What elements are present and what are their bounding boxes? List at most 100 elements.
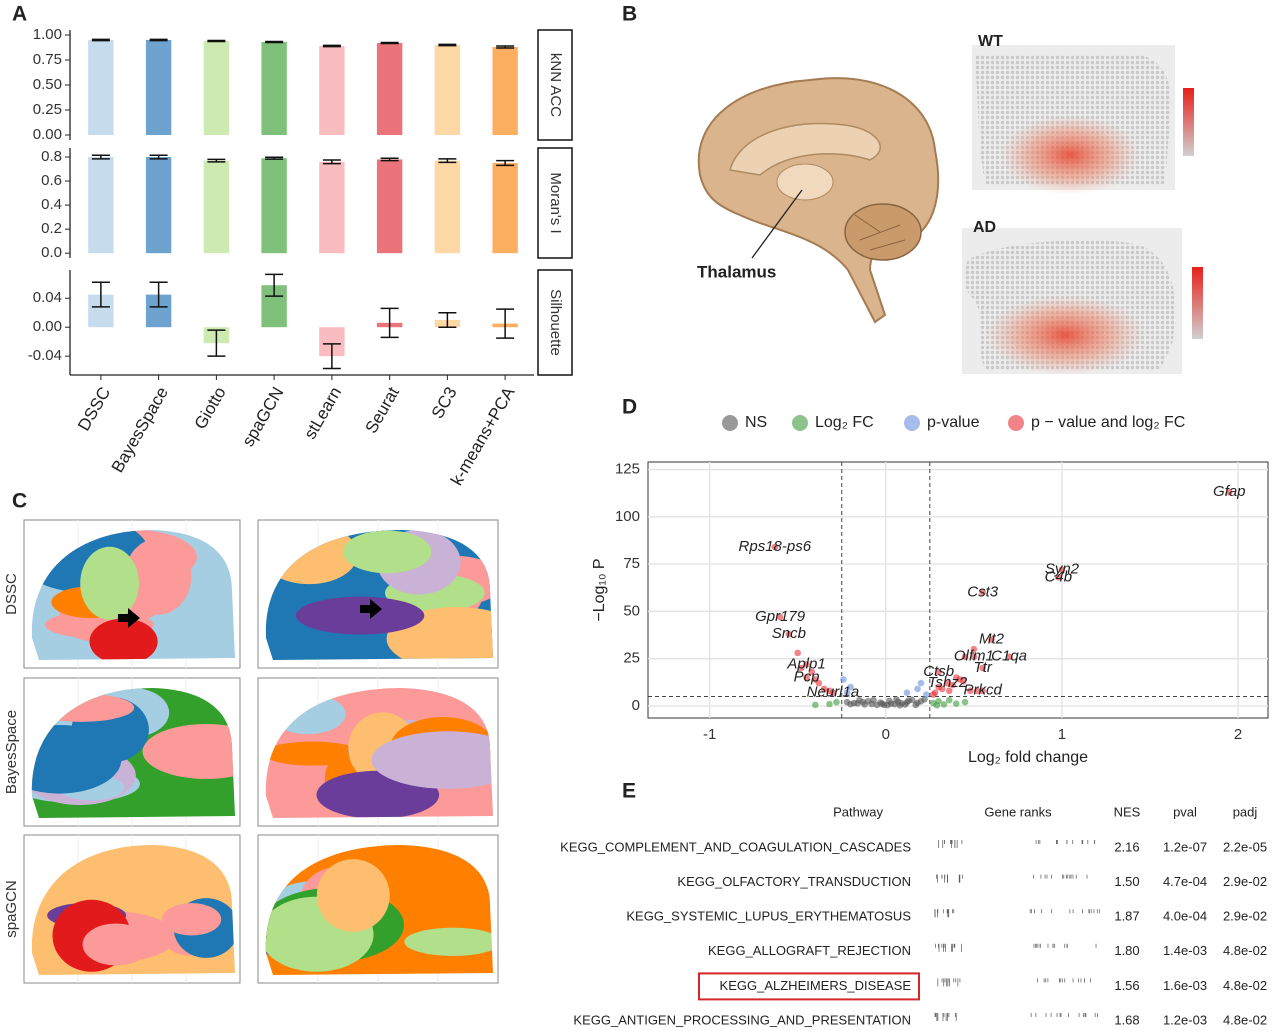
- y-axis-label: −Log₁₀ P: [591, 558, 608, 621]
- bar: [145, 40, 172, 135]
- legend-label: p − value and log₂ FC: [1031, 414, 1185, 431]
- point: [829, 689, 837, 696]
- brain-illustration: [697, 77, 940, 324]
- point: [912, 701, 920, 709]
- point: [970, 645, 978, 653]
- point: [785, 630, 793, 638]
- y-tick-label: 1.00: [33, 26, 62, 43]
- error-bar: [207, 39, 226, 43]
- table-cell: 4.8e-02: [1223, 978, 1267, 993]
- legend-label: Log₂ FC: [815, 414, 874, 431]
- map: [31, 688, 235, 818]
- y-tick-label: 25: [623, 650, 640, 667]
- gene-label: Neurl1a: [807, 684, 860, 701]
- gene-label: Gpr179: [755, 608, 806, 625]
- table-cell: 4.0e-04: [1163, 909, 1207, 924]
- y-tick-label: 0.8: [41, 148, 62, 165]
- point: [903, 699, 911, 706]
- table-cell: 1.50: [1114, 874, 1139, 889]
- table-cell: 1.2e-07: [1163, 839, 1207, 854]
- point: [840, 676, 847, 683]
- point: [944, 679, 951, 687]
- cluster: [161, 903, 222, 936]
- table-cell: KEGG_ALLOGRAFT_REJECTION: [708, 943, 911, 958]
- y-tick-label: -0.04: [28, 347, 62, 364]
- facet-label: Silhouette: [547, 289, 564, 356]
- point: [917, 679, 925, 687]
- error-bar: [91, 281, 110, 308]
- column-header: Gene ranks: [984, 804, 1052, 819]
- legend-swatch: [792, 415, 808, 431]
- error-bar: [496, 45, 515, 49]
- error-bar: [265, 156, 284, 160]
- bar: [203, 160, 230, 254]
- facet-strip: [537, 29, 573, 141]
- error-bar: [380, 307, 399, 339]
- highlight-box: [698, 972, 920, 1001]
- error-bar: [380, 157, 399, 162]
- point: [896, 702, 904, 709]
- table-cell: 1.80: [1114, 943, 1139, 958]
- y-tick-label: 0.25: [33, 101, 62, 118]
- panel-label: D: [622, 396, 637, 419]
- point: [878, 700, 886, 708]
- panel-label: E: [622, 780, 636, 803]
- point: [979, 664, 986, 672]
- cluster: [404, 927, 493, 956]
- panel-label: B: [622, 3, 637, 26]
- table-cell: 1.4e-03: [1163, 943, 1207, 958]
- facet-label: kNN ACC: [547, 53, 564, 117]
- point: [970, 653, 978, 661]
- point: [931, 689, 939, 696]
- error-bar: [207, 158, 226, 163]
- y-tick-label: 0: [632, 697, 640, 714]
- y-tick-label: 0.4: [41, 196, 62, 213]
- point: [833, 698, 840, 706]
- gene-label: Sncb: [772, 625, 806, 642]
- gene-label: C1qa: [991, 648, 1027, 665]
- point: [1225, 488, 1233, 496]
- x-tick-label: BayesSpace: [108, 384, 172, 476]
- bar: [261, 158, 287, 254]
- bar: [434, 160, 461, 254]
- row-label: BayesSpace: [3, 710, 20, 794]
- column-header: padj: [1233, 804, 1258, 819]
- y-tick-label: 0.6: [41, 172, 62, 189]
- table-cell: 4.8e-02: [1223, 943, 1267, 958]
- table-cell: KEGG_SYSTEMIC_LUPUS_ERYTHEMATOSUS: [626, 909, 911, 924]
- map: [31, 845, 235, 975]
- point: [854, 700, 861, 707]
- error-bar: [265, 40, 284, 44]
- y-tick-label: 0.04: [33, 289, 62, 306]
- point: [886, 697, 893, 705]
- error-bar: [322, 343, 341, 370]
- cluster: [142, 724, 235, 779]
- x-tick-label: Giotto: [191, 384, 230, 433]
- point: [776, 613, 784, 621]
- panel-label: C: [12, 490, 27, 513]
- map-title: AD: [973, 219, 996, 236]
- facet-label: Moran's I: [547, 172, 564, 233]
- x-tick-label: 0: [882, 726, 890, 743]
- bar: [261, 42, 287, 135]
- gene-label: Mt2: [979, 631, 1005, 648]
- point: [847, 700, 854, 708]
- gene-label: Syn2: [1045, 561, 1080, 578]
- table-cell: 2.2e-05: [1223, 839, 1267, 854]
- bar: [319, 161, 345, 254]
- point: [870, 696, 877, 704]
- point: [933, 702, 941, 709]
- point: [893, 696, 900, 703]
- legend-swatch: [722, 415, 738, 431]
- x-tick-label: -1: [703, 726, 716, 743]
- table-cell: 2.9e-02: [1223, 909, 1267, 924]
- legend-label: NS: [745, 414, 767, 431]
- point: [952, 700, 960, 707]
- error-bar: [438, 311, 457, 328]
- table-cell: KEGG_ANTIGEN_PROCESSING_AND_PRESENTATION: [573, 1012, 911, 1027]
- point: [914, 685, 921, 693]
- map: [265, 845, 493, 975]
- error-bar: [149, 38, 168, 42]
- bar: [376, 43, 403, 135]
- cluster: [371, 731, 493, 789]
